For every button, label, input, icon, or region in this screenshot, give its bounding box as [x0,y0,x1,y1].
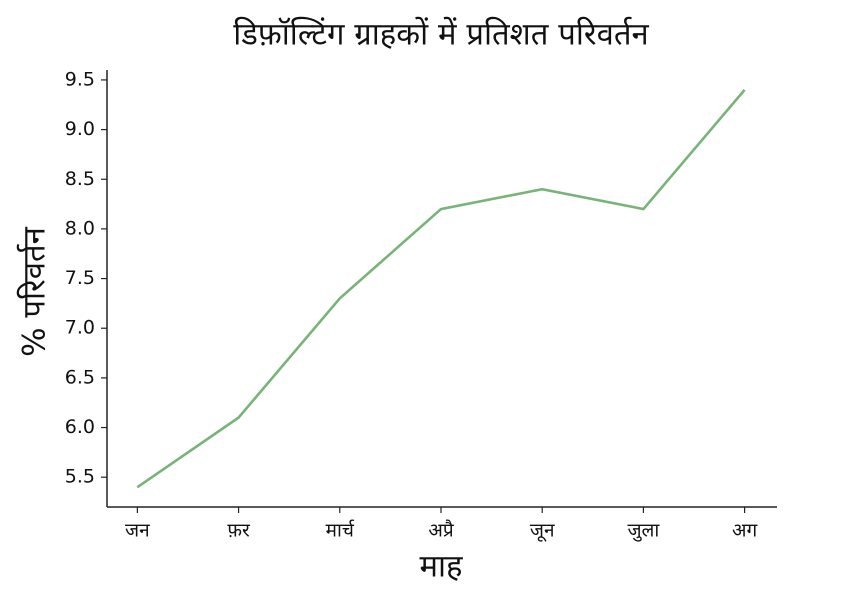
x-tick-label: अप्रै [428,519,455,542]
data-line [136,89,746,489]
y-tick-label: 8.0 [65,217,95,239]
x-tick-label: जून [530,520,555,543]
y-tick-label: 7.5 [65,267,95,289]
y-tick-label: 6.5 [65,366,95,388]
y-tick-label: 8.5 [65,168,95,190]
y-tick-label: 9.0 [65,118,95,140]
chart-title: डिफ़ॉल्टिंग ग्राहकों में प्रतिशत परिवर्त… [233,17,649,53]
x-tick-label: अग [732,520,758,542]
y-axis-label: % परिवर्तन [17,226,53,357]
x-tick-label: जुला [627,520,660,543]
x-tick-label: मार्च [326,519,355,542]
y-tick-label: 6.0 [65,416,95,438]
y-tick-label: 9.5 [65,68,95,90]
y-tick-label: 7.0 [65,317,95,339]
x-tick-label: फ़र [227,520,251,542]
y-tick-label: 5.5 [65,466,95,488]
x-tick-label: जन [125,520,150,542]
x-axis-label: माह [419,549,463,585]
